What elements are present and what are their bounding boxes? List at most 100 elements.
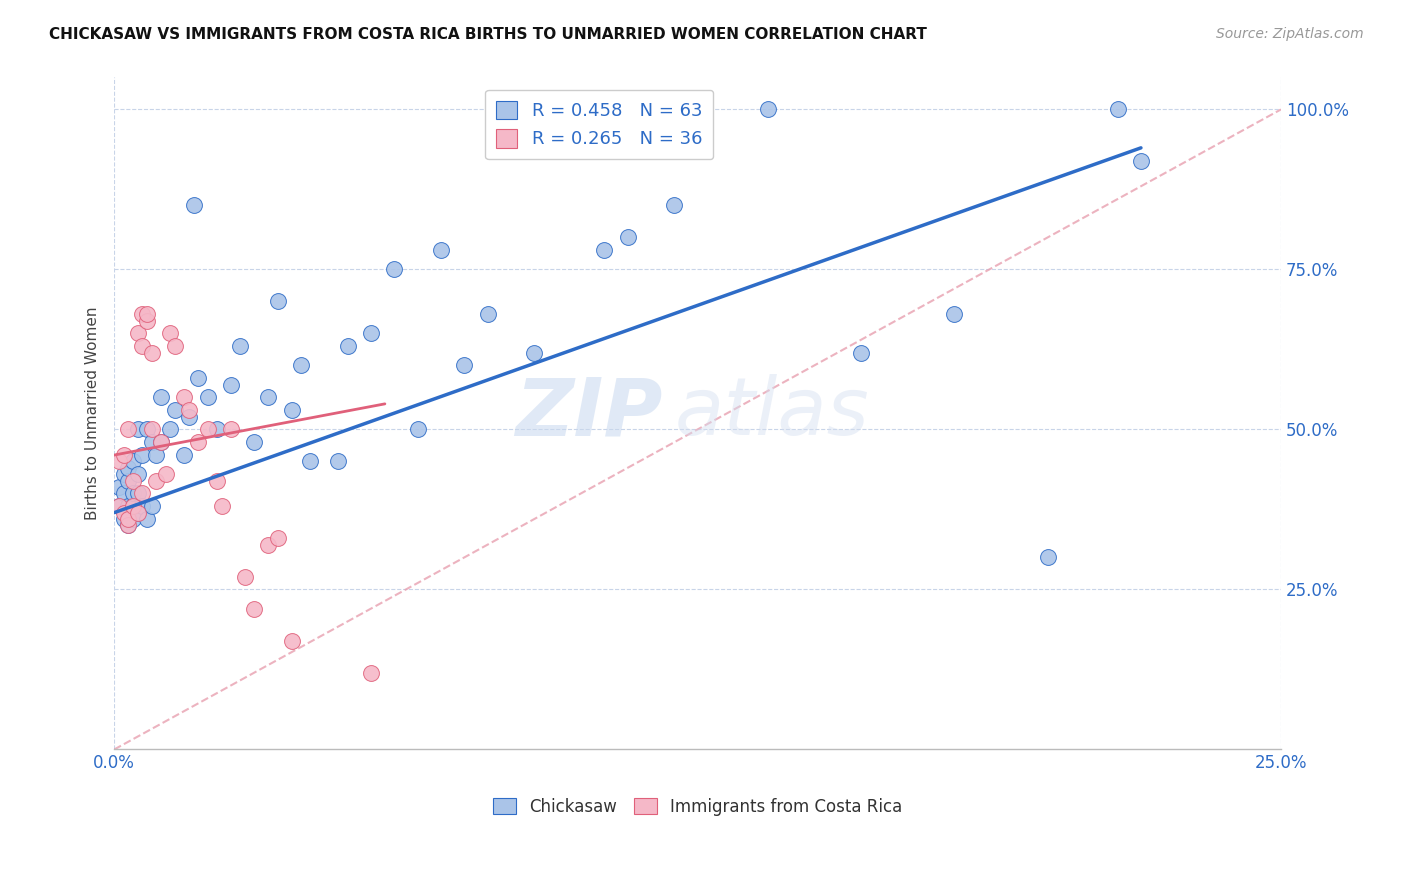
Point: [616, 230, 638, 244]
Point: [112, 506, 135, 520]
Point: [121, 454, 143, 468]
Point: [121, 500, 143, 514]
Point: [117, 500, 139, 514]
Point: [127, 326, 149, 341]
Point: [299, 454, 322, 468]
Point: [127, 467, 149, 482]
Point: [149, 435, 172, 450]
Point: [141, 345, 163, 359]
Point: [173, 391, 195, 405]
Point: [453, 359, 475, 373]
Point: [131, 307, 153, 321]
Point: [145, 448, 167, 462]
Point: [197, 391, 219, 405]
Point: [280, 403, 302, 417]
Point: [593, 244, 616, 258]
Point: [266, 294, 288, 309]
Point: [328, 454, 350, 468]
Legend: Chickasaw, Immigrants from Costa Rica: Chickasaw, Immigrants from Costa Rica: [486, 791, 910, 822]
Point: [177, 409, 200, 424]
Point: [163, 403, 186, 417]
Point: [756, 103, 779, 117]
Point: [360, 665, 382, 680]
Point: [664, 198, 686, 212]
Point: [183, 198, 205, 212]
Point: [163, 339, 186, 353]
Point: [141, 435, 163, 450]
Point: [135, 313, 157, 327]
Point: [243, 435, 266, 450]
Point: [141, 422, 163, 436]
Point: [108, 480, 131, 494]
Text: CHICKASAW VS IMMIGRANTS FROM COSTA RICA BIRTHS TO UNMARRIED WOMEN CORRELATION CH: CHICKASAW VS IMMIGRANTS FROM COSTA RICA …: [49, 27, 927, 42]
Point: [117, 461, 139, 475]
Point: [141, 500, 163, 514]
Point: [149, 435, 172, 450]
Point: [290, 359, 312, 373]
Point: [1129, 153, 1152, 168]
Point: [229, 339, 252, 353]
Point: [108, 500, 131, 514]
Point: [177, 403, 200, 417]
Point: [243, 601, 266, 615]
Point: [205, 474, 228, 488]
Point: [943, 307, 966, 321]
Point: [187, 435, 209, 450]
Y-axis label: Births to Unmarried Women: Births to Unmarried Women: [86, 307, 100, 520]
Point: [280, 633, 302, 648]
Point: [131, 486, 153, 500]
Point: [219, 422, 242, 436]
Point: [121, 512, 143, 526]
Point: [112, 467, 135, 482]
Point: [219, 377, 242, 392]
Point: [127, 486, 149, 500]
Point: [127, 506, 149, 520]
Point: [233, 569, 256, 583]
Text: ZIP: ZIP: [515, 375, 662, 452]
Point: [257, 538, 280, 552]
Point: [112, 448, 135, 462]
Point: [569, 103, 592, 117]
Point: [523, 345, 546, 359]
Point: [135, 422, 157, 436]
Point: [1107, 103, 1129, 117]
Point: [336, 339, 359, 353]
Point: [159, 422, 181, 436]
Point: [187, 371, 209, 385]
Point: [131, 339, 153, 353]
Point: [131, 500, 153, 514]
Text: atlas: atlas: [675, 375, 869, 452]
Point: [127, 422, 149, 436]
Point: [117, 506, 139, 520]
Point: [117, 422, 139, 436]
Point: [112, 512, 135, 526]
Point: [108, 500, 131, 514]
Point: [135, 512, 157, 526]
Point: [108, 454, 131, 468]
Point: [121, 500, 143, 514]
Point: [477, 307, 499, 321]
Point: [205, 422, 228, 436]
Point: [135, 307, 157, 321]
Point: [406, 422, 429, 436]
Point: [382, 262, 405, 277]
Point: [145, 474, 167, 488]
Point: [121, 486, 143, 500]
Point: [117, 512, 139, 526]
Point: [173, 448, 195, 462]
Point: [430, 244, 453, 258]
Point: [360, 326, 382, 341]
Point: [197, 422, 219, 436]
Point: [155, 467, 177, 482]
Point: [112, 486, 135, 500]
Point: [266, 531, 288, 545]
Point: [849, 345, 872, 359]
Point: [547, 103, 569, 117]
Point: [121, 474, 143, 488]
Point: [117, 518, 139, 533]
Point: [127, 506, 149, 520]
Point: [117, 518, 139, 533]
Point: [149, 391, 172, 405]
Point: [117, 474, 139, 488]
Point: [1036, 550, 1059, 565]
